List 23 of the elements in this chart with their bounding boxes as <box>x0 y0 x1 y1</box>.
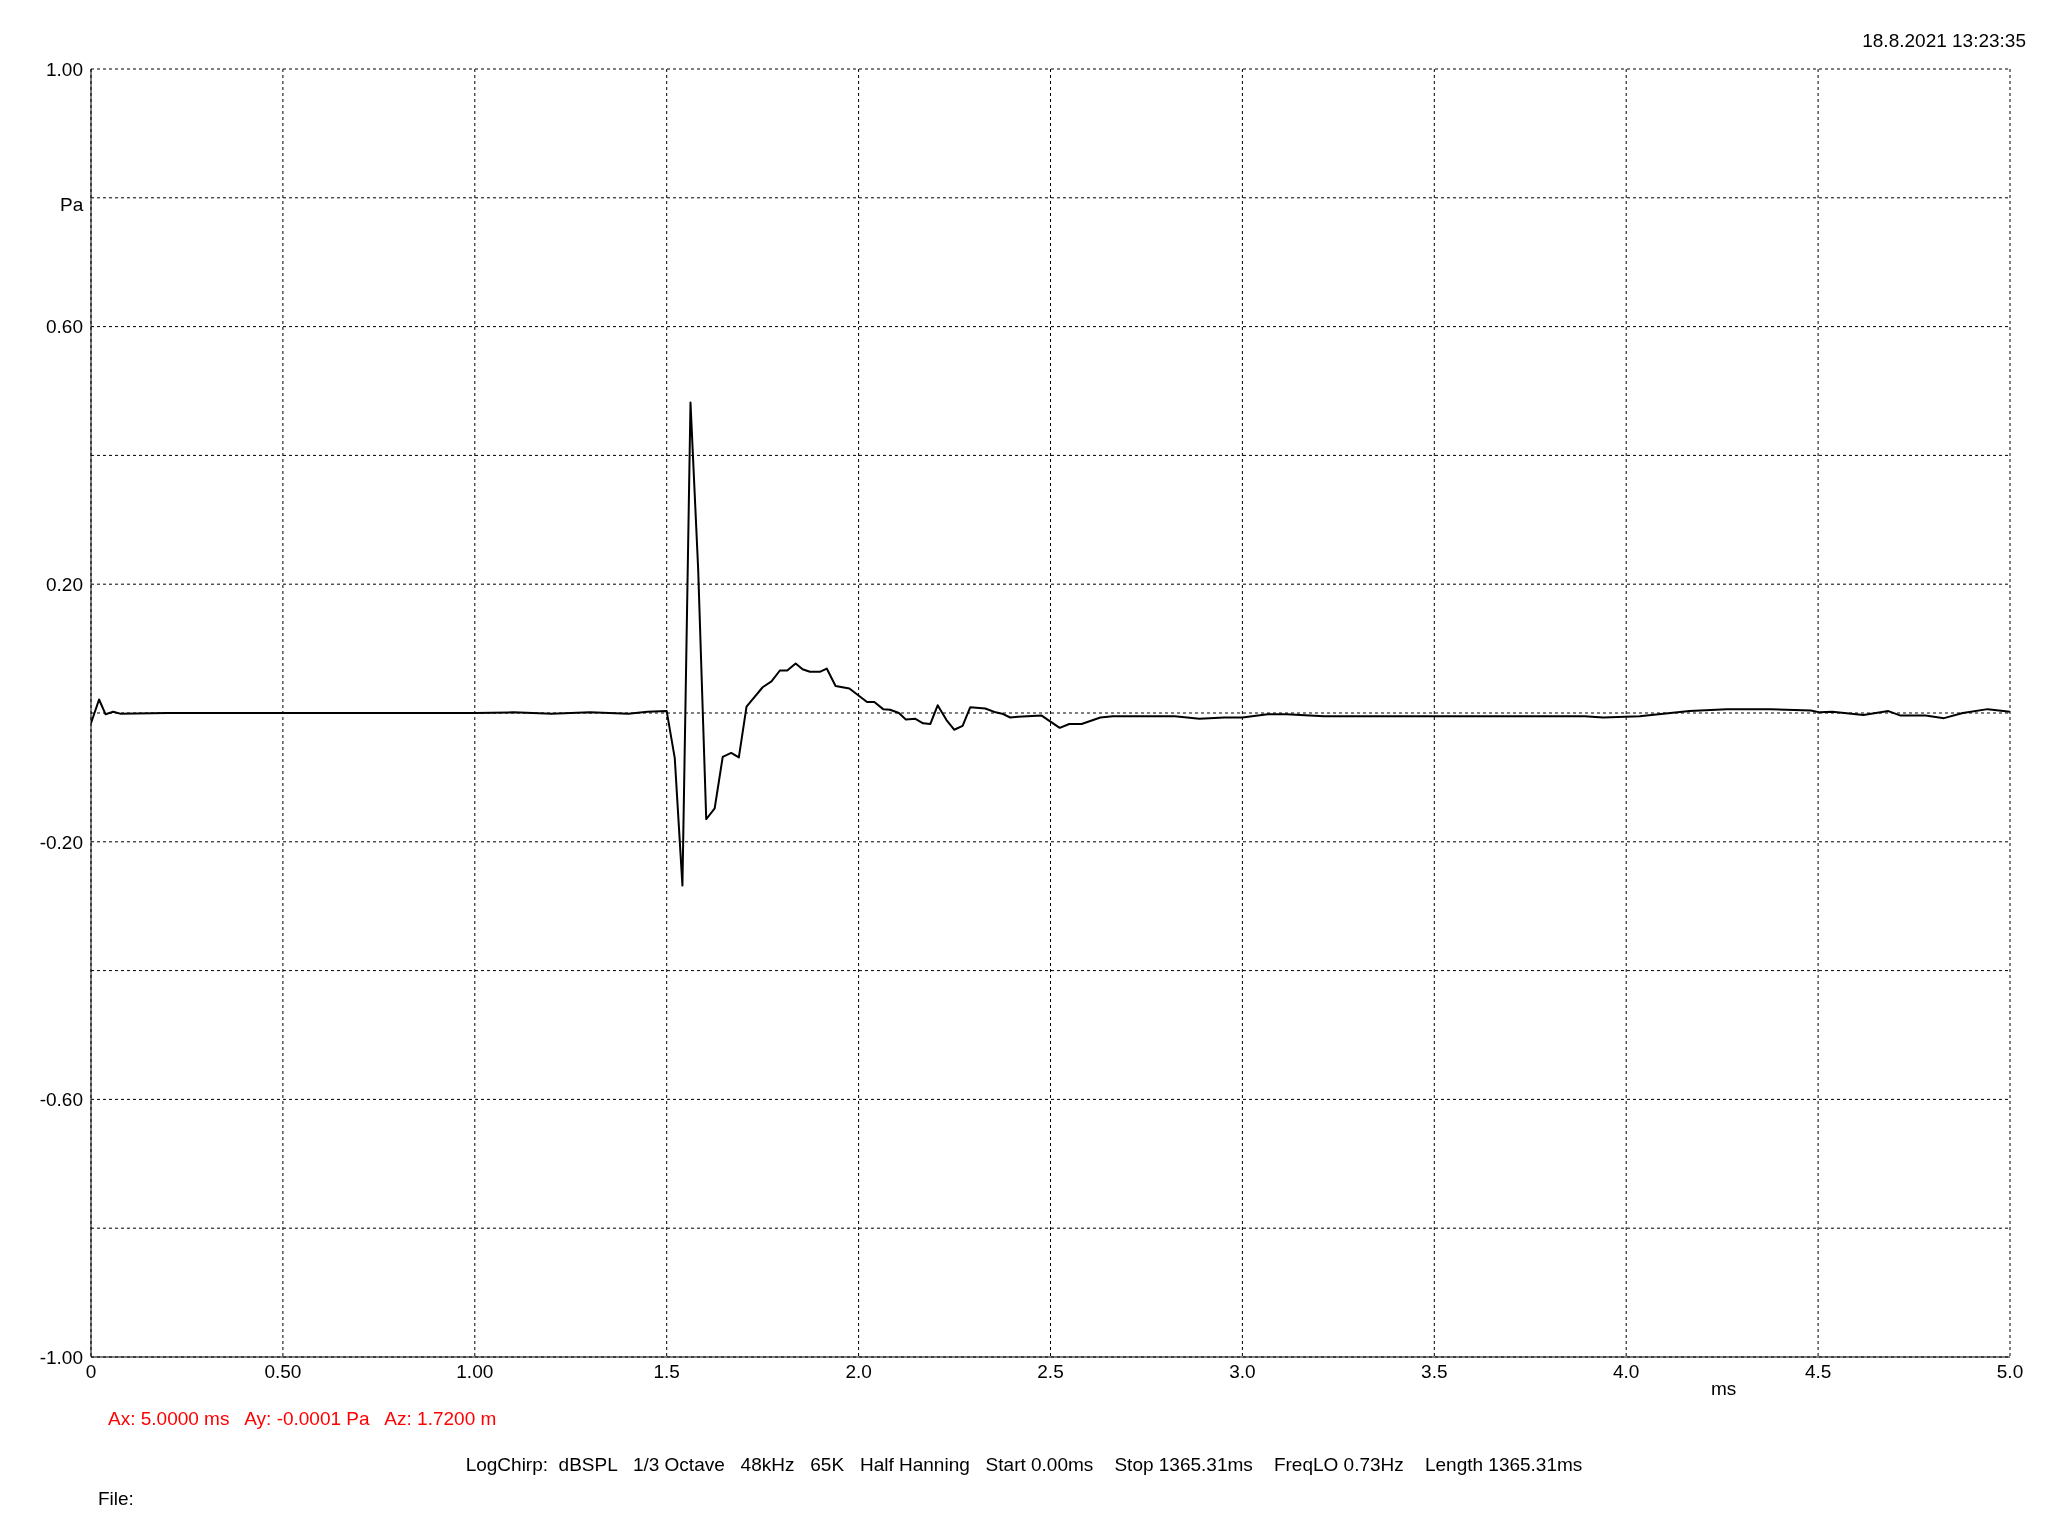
x-tick-label: 2.0 <box>845 1361 872 1383</box>
y-tick-label: 0.20 <box>46 573 83 595</box>
x-tick-label: 4.5 <box>1804 1361 1832 1383</box>
text: File: <box>98 1488 134 1510</box>
x-axis-title: ms <box>1711 1378 1737 1400</box>
x-tick-label: 0 <box>85 1361 97 1383</box>
x-tick-label: 3.0 <box>1229 1361 1256 1383</box>
y-axis-title: Pa <box>60 194 84 216</box>
y-tick-label: -1.00 <box>39 1346 83 1368</box>
y-tick-label: -0.60 <box>39 1089 83 1111</box>
x-tick-label: 3.5 <box>1421 1361 1448 1383</box>
y-tick-label: 1.00 <box>46 58 83 80</box>
text: LogChirp: dBSPL 1/3 Octave 48kHz 65K Half Hanning Start 0.00ms Stop 1365.31ms FreqLO 0.73Hz Length 1365.31ms <box>464 1454 1584 1476</box>
x-tick-label: 1.5 <box>653 1361 680 1383</box>
y-tick-label: -0.20 <box>39 831 83 853</box>
x-tick-label: 1.00 <box>456 1361 494 1383</box>
text: Ax: 5.0000 ms Ay: -0.0001 Pa Az: 1.7200 m <box>108 1408 497 1430</box>
text: 18.8.2021 13:23:35 <box>1862 30 2026 52</box>
x-tick-label: 0.50 <box>264 1361 302 1383</box>
x-tick-label: 2.5 <box>1037 1361 1064 1383</box>
x-tick-label: 5.0 <box>1996 1361 2024 1383</box>
x-tick-label: 4.0 <box>1612 1361 1640 1383</box>
y-tick-label: 0.60 <box>46 316 83 338</box>
